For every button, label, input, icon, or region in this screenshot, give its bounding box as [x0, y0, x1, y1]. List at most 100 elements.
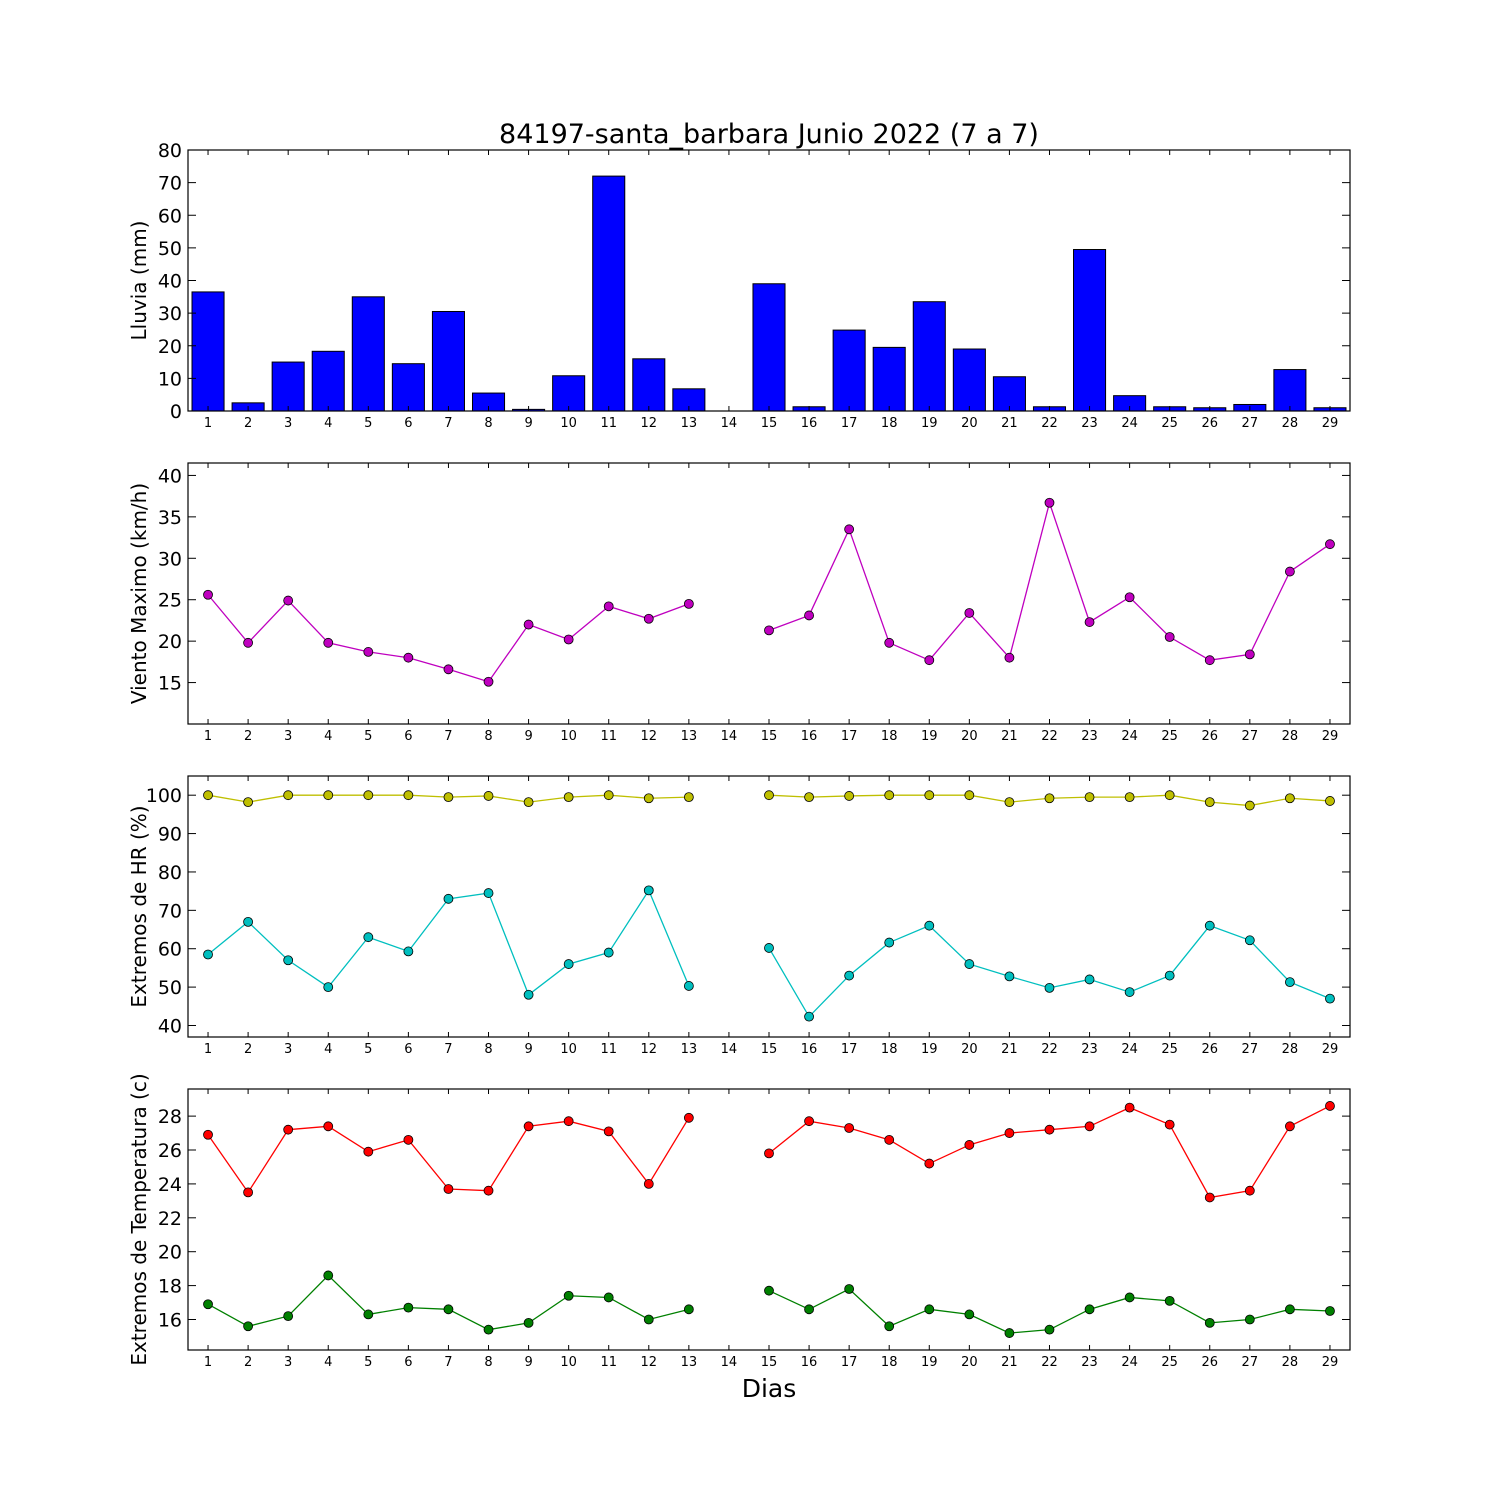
x-tick-label: 20: [961, 729, 978, 744]
series-1-point-day-18: [884, 790, 895, 801]
series-1-point-day-15: [764, 625, 774, 636]
x-tick-label: 15: [761, 729, 778, 744]
series-1-point-day-17: [844, 524, 855, 535]
x-tick-label: 12: [641, 729, 658, 744]
series-2-point-day-15: [764, 943, 774, 953]
bar-day-18: [872, 346, 906, 412]
series-1-point-day-25: [1164, 632, 1175, 642]
x-tick-label: 5: [364, 1355, 372, 1370]
x-tick-label: 6: [404, 1042, 412, 1057]
series-1-point-day-10: [563, 634, 574, 645]
x-tick-label: 3: [284, 1355, 292, 1370]
series-1-line-2: [768, 500, 1331, 661]
x-tick-label: 2: [244, 416, 252, 431]
y-tick-label: 40: [158, 1015, 182, 1037]
y-tick-label: 60: [158, 205, 182, 227]
series-1-point-day-24: [1124, 792, 1135, 803]
series-1-point-day-6: [403, 652, 414, 663]
series-2-point-day-21: [1004, 1328, 1015, 1338]
x-tick-label: 7: [444, 416, 452, 431]
series-2-point-day-4: [323, 982, 334, 992]
y-axis-label: Extremos de Temperatura (c): [127, 1073, 151, 1365]
series-1-point-day-27: [1244, 649, 1255, 660]
x-tick-label: 22: [1041, 1042, 1058, 1057]
x-tick-label: 3: [284, 416, 292, 431]
x-tick-label: 12: [641, 1042, 658, 1057]
series-1-point-day-4: [323, 1121, 334, 1132]
x-tick-label: 16: [801, 1042, 818, 1057]
x-tick-label: 4: [324, 1355, 332, 1370]
x-tick-label: 1: [204, 1355, 212, 1370]
x-tick-label: 22: [1041, 729, 1058, 744]
y-tick-label: 16: [158, 1309, 182, 1331]
x-tick-label: 14: [721, 1355, 738, 1370]
bar-day-12: [632, 358, 666, 412]
x-tick-label: 8: [484, 416, 492, 431]
x-tick-label: 19: [921, 1355, 938, 1370]
x-tick-label: 9: [524, 1042, 532, 1057]
series-2-point-day-24: [1124, 1292, 1135, 1303]
series-1-point-day-20: [964, 608, 975, 618]
series-1-point-day-21: [1004, 1128, 1015, 1138]
x-tick-label: 28: [1282, 729, 1299, 744]
series-1-point-day-12: [643, 793, 654, 804]
series-2-point-day-3: [283, 1311, 294, 1321]
series-1-point-day-4: [323, 790, 334, 801]
plot-frame: [187, 462, 1351, 725]
series-1-point-day-28: [1285, 1121, 1295, 1132]
series-2-point-day-26: [1204, 920, 1215, 931]
series-2-point-day-29: [1325, 1306, 1335, 1316]
series-2-point-day-7: [443, 1304, 454, 1315]
series-2-point-day-20: [964, 959, 975, 969]
x-tick-label: 5: [364, 416, 372, 431]
y-tick-label: 20: [158, 631, 182, 653]
series-1-point-day-19: [924, 790, 935, 801]
x-tick-label: 9: [524, 1355, 532, 1370]
y-tick-label: 25: [158, 590, 182, 612]
y-tick-label: 60: [158, 939, 182, 961]
series-2-point-day-6: [403, 946, 414, 957]
x-tick-label: 5: [364, 1042, 372, 1057]
x-tick-label: 3: [284, 729, 292, 744]
x-tick-label: 6: [404, 416, 412, 431]
bar-day-23: [1073, 249, 1107, 412]
series-1-point-day-19: [924, 655, 935, 666]
y-tick-label: 70: [158, 173, 182, 195]
series-2-point-day-18: [884, 1321, 895, 1332]
x-tick-label: 18: [881, 1355, 898, 1370]
series-2-point-day-2: [243, 1321, 254, 1332]
series-1-point-day-2: [243, 637, 254, 648]
x-tick-label: 22: [1041, 1355, 1058, 1370]
series-1-point-day-22: [1044, 793, 1055, 804]
series-2-point-day-23: [1084, 1304, 1095, 1315]
series-1-point-day-20: [964, 790, 975, 801]
x-tick-label: 24: [1121, 729, 1138, 744]
x-tick-label: 27: [1242, 416, 1259, 431]
series-1-point-day-22: [1044, 497, 1055, 508]
x-tick-label: 7: [444, 729, 452, 744]
series-1-point-day-17: [844, 1123, 855, 1133]
series-1-point-day-7: [443, 1184, 454, 1194]
series-2-point-day-25: [1164, 970, 1175, 981]
series-2-point-day-20: [964, 1309, 975, 1320]
y-tick-label: 80: [158, 140, 182, 162]
x-tick-label: 7: [444, 1042, 452, 1057]
x-tick-label: 21: [1001, 416, 1018, 431]
x-tick-label: 11: [600, 1355, 617, 1370]
x-tick-label: 9: [524, 416, 532, 431]
bar-day-17: [832, 329, 866, 412]
x-tick-label: 10: [560, 1355, 577, 1370]
series-1-point-day-27: [1244, 800, 1255, 811]
series-1-point-day-19: [924, 1158, 935, 1169]
series-2-point-day-27: [1244, 1314, 1255, 1325]
series-2-point-day-22: [1044, 1324, 1055, 1335]
x-tick-label: 14: [721, 416, 738, 431]
x-tick-label: 18: [881, 1042, 898, 1057]
x-tick-label: 1: [204, 729, 212, 744]
y-tick-label: 40: [158, 271, 182, 293]
series-1-point-day-21: [1004, 652, 1015, 663]
x-tick-label: 19: [921, 729, 938, 744]
x-tick-label: 24: [1121, 1355, 1138, 1370]
x-tick-label: 29: [1322, 729, 1339, 744]
x-tick-label: 13: [681, 1355, 698, 1370]
